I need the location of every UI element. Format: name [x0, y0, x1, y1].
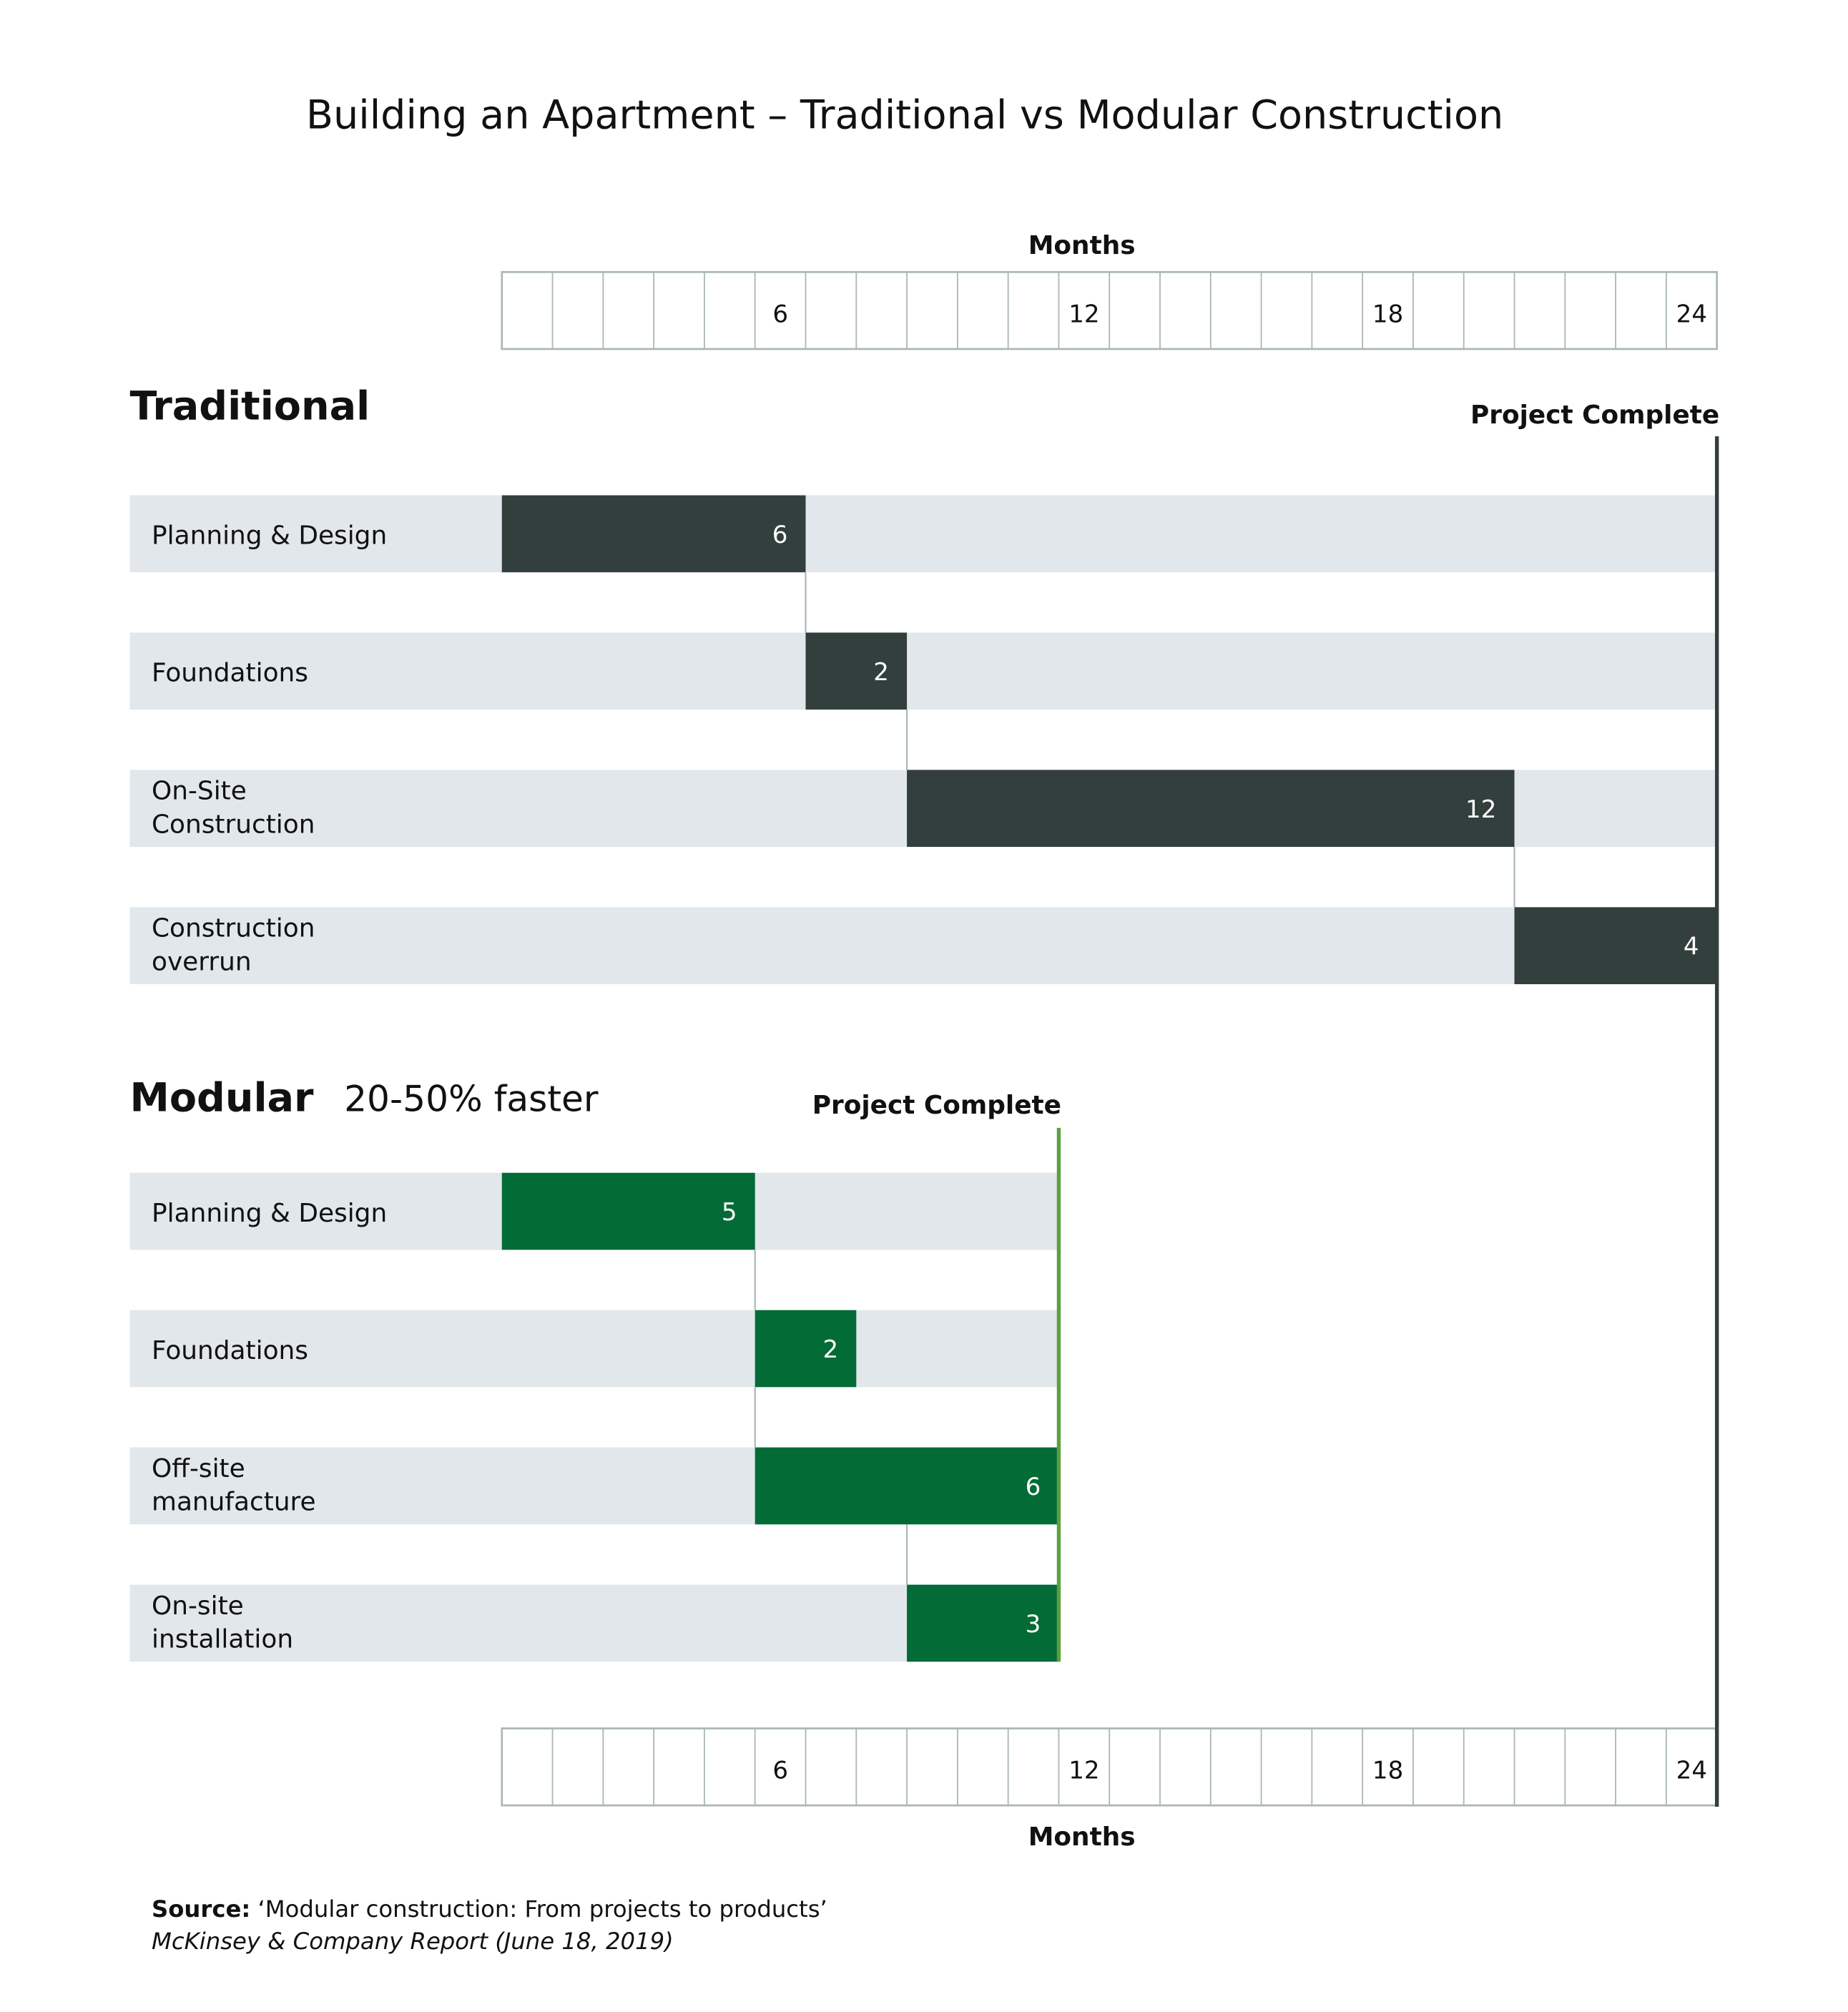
task-row: Construction overrun 4 — [129, 907, 1717, 985]
bar-value-label: 5 — [722, 1198, 737, 1227]
tick-label: 6 — [772, 1756, 788, 1785]
task-bar — [1514, 907, 1717, 985]
task-label-line: Foundations — [152, 1336, 308, 1365]
task-row: Foundations 2 — [129, 632, 1717, 710]
task-row: Planning & Design 5 — [129, 1172, 1059, 1250]
task-label-line: Planning & Design — [152, 521, 387, 551]
top-axis: 6 12 18 24 Months — [501, 231, 1719, 350]
task-label: Foundations — [152, 1336, 308, 1365]
task-label-line: Off-site — [152, 1454, 245, 1483]
task-bar — [755, 1310, 857, 1388]
row-background — [129, 907, 1717, 985]
task-label: On-site installation — [152, 1591, 293, 1654]
bar-value-label: 4 — [1684, 933, 1699, 961]
axis-label: Months — [1028, 231, 1136, 260]
tick-label: 24 — [1676, 300, 1707, 328]
task-bar — [907, 770, 1515, 848]
task-row: Planning & Design 6 — [129, 495, 1717, 573]
row-background — [129, 495, 1717, 573]
bar-value-label: 12 — [1465, 795, 1496, 824]
task-bar — [805, 632, 908, 710]
source-label: Source: — [152, 1895, 250, 1923]
bar-value-label: 2 — [822, 1335, 838, 1364]
task-bar — [907, 1584, 1059, 1662]
task-label: Planning & Design — [152, 1199, 387, 1228]
task-label-line: Construction — [152, 914, 315, 943]
task-label: Construction overrun — [152, 914, 315, 977]
bar-value-label: 6 — [1026, 1473, 1041, 1501]
panel-modular: Modular 20-50% faster Project Complete Plan… — [129, 1075, 1061, 1662]
panel-title: Traditional — [130, 383, 370, 430]
tick-label: 12 — [1068, 1756, 1099, 1785]
task-label-line: Construction — [152, 810, 315, 839]
panel-title: Modular — [130, 1075, 315, 1122]
task-label-line: Foundations — [152, 659, 308, 688]
tick-label: 6 — [772, 300, 788, 328]
chart-title: Building an Apartment – Traditional vs M… — [306, 92, 1503, 138]
task-label: Foundations — [152, 659, 308, 688]
axis-label: Months — [1028, 1822, 1136, 1852]
task-label-line: manufacture — [152, 1488, 316, 1517]
task-bar — [501, 495, 806, 573]
source-text: ‘Modular construction: From projects to … — [250, 1895, 827, 1923]
task-label-line: On-Site — [152, 777, 247, 806]
task-label: On-Site Construction — [152, 777, 315, 840]
project-complete-label: Project Complete — [1470, 401, 1719, 430]
row-background — [129, 1584, 1059, 1662]
task-row: On-site installation 3 — [129, 1584, 1059, 1662]
task-row: Off-site manufacture 6 — [129, 1447, 1059, 1525]
bar-value-label: 2 — [873, 658, 889, 687]
row-background — [129, 632, 1717, 710]
bar-value-label: 3 — [1026, 1610, 1041, 1639]
task-label-line: Planning & Design — [152, 1199, 387, 1228]
task-bar — [501, 1172, 755, 1250]
panel-subtitle: 20-50% faster — [344, 1078, 599, 1120]
source-citation: McKinsey & Company Report (June 18, 2019… — [152, 1928, 674, 1955]
task-label: Off-site manufacture — [152, 1454, 316, 1517]
project-complete-label: Project Complete — [812, 1091, 1061, 1120]
tick-label: 12 — [1068, 300, 1099, 328]
task-label-line: overrun — [152, 947, 252, 976]
tick-label: 18 — [1372, 300, 1403, 328]
tick-label: 18 — [1372, 1756, 1403, 1785]
bottom-axis: 6 12 18 24 Months — [501, 1727, 1719, 1852]
task-bar — [755, 1447, 1059, 1525]
task-label: Planning & Design — [152, 521, 387, 551]
task-row: On-Site Construction 12 — [129, 770, 1717, 848]
task-label-line: On-site — [152, 1591, 244, 1621]
task-label-line: installation — [152, 1625, 293, 1654]
tick-label: 24 — [1676, 1756, 1707, 1785]
source-line: Source: ‘Modular construction: From proj… — [152, 1895, 827, 1923]
task-row: Foundations 2 — [129, 1310, 1059, 1388]
panel-traditional: Traditional Project Complete Planning & De… — [129, 383, 1719, 1807]
row-background — [129, 1310, 1059, 1388]
bar-value-label: 6 — [772, 521, 788, 549]
